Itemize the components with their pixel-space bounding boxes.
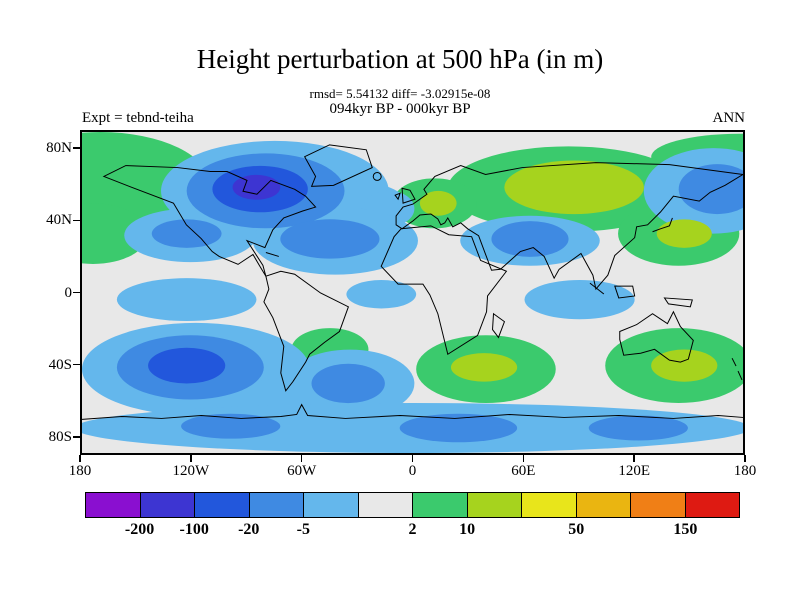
x-tick bbox=[79, 455, 81, 462]
colorbar-label: -20 bbox=[238, 521, 260, 538]
coastline-antarctica bbox=[82, 403, 743, 420]
coastline-sumatra bbox=[589, 282, 605, 295]
colorbar-label: -100 bbox=[179, 521, 209, 538]
coastlines-layer bbox=[82, 144, 743, 420]
anomaly-blob bbox=[678, 164, 743, 215]
coastline-madagascar bbox=[492, 312, 506, 339]
y-axis-label: 80S bbox=[48, 428, 72, 445]
plot-title: Height perturbation at 500 hPa (in m) bbox=[196, 44, 604, 74]
y-axis-label: 80N bbox=[46, 140, 72, 157]
anomaly-blob bbox=[346, 280, 417, 309]
season-label: ANN bbox=[712, 110, 746, 126]
colorbar-label: 10 bbox=[459, 521, 476, 538]
colorbar-segment bbox=[466, 493, 521, 517]
coastline-borneo bbox=[614, 285, 636, 299]
x-axis-label: 60E bbox=[511, 463, 536, 479]
anomaly-blob bbox=[504, 160, 644, 215]
colorbar bbox=[85, 492, 740, 518]
x-tick bbox=[190, 455, 192, 462]
y-tick bbox=[73, 363, 80, 366]
x-axis-label: 60W bbox=[287, 463, 317, 479]
colorbar-label: 2 bbox=[408, 521, 417, 538]
anomaly-blob bbox=[148, 347, 226, 384]
x-tick bbox=[633, 455, 635, 462]
map-frame bbox=[80, 130, 745, 455]
colorbar-segment bbox=[303, 493, 358, 517]
coastline-australia bbox=[619, 310, 694, 363]
x-axis-label: 180 bbox=[733, 463, 757, 479]
anomaly-blob bbox=[280, 219, 380, 259]
anomaly-blob bbox=[82, 203, 149, 264]
experiment-label: Expt = tebnd-teiha bbox=[82, 110, 194, 126]
coastline-new-guinea bbox=[663, 297, 693, 308]
coastline-cuba bbox=[265, 252, 279, 257]
colorbar-segment bbox=[575, 493, 630, 517]
x-axis-label: 120E bbox=[618, 463, 650, 479]
x-tick bbox=[411, 455, 414, 462]
coastline-north-america bbox=[102, 165, 317, 277]
anomaly-blob bbox=[651, 349, 718, 382]
anomaly-blob bbox=[399, 413, 518, 443]
colorbar-segment bbox=[412, 493, 467, 517]
anomaly-blob bbox=[450, 353, 518, 382]
anomaly-blob bbox=[151, 219, 222, 248]
stats-line: rmsd= 5.54132 diff= -3.02915e-08 bbox=[309, 86, 491, 101]
coastline-ireland bbox=[394, 192, 401, 201]
anomaly-blob bbox=[656, 219, 712, 248]
anomaly-blob bbox=[181, 413, 281, 439]
coastline-britain bbox=[401, 187, 416, 204]
anomaly-blob bbox=[232, 174, 281, 200]
coastline-iceland bbox=[372, 172, 382, 181]
y-tick bbox=[73, 147, 80, 149]
anomaly-blob bbox=[524, 279, 635, 320]
colorbar-segment bbox=[357, 493, 412, 517]
period-line: 094kyr BP - 000kyr BP bbox=[329, 101, 471, 117]
colorbar-segment bbox=[248, 493, 303, 517]
y-tick bbox=[73, 436, 80, 438]
y-axis-label: 0 bbox=[64, 284, 73, 301]
coastline-japan bbox=[652, 217, 673, 233]
colorbar-label: 50 bbox=[568, 521, 585, 538]
anomaly-blob bbox=[311, 363, 385, 404]
colorbar-segment bbox=[86, 493, 140, 517]
anomaly-blob bbox=[491, 221, 569, 257]
anomaly-blob bbox=[116, 278, 257, 322]
coastline-eurasia bbox=[395, 162, 743, 291]
y-tick bbox=[73, 219, 80, 222]
colorbar-segment bbox=[139, 493, 194, 517]
world-map bbox=[82, 132, 743, 453]
colorbar-label: -5 bbox=[296, 521, 310, 538]
coastline-new-zealand bbox=[731, 357, 743, 381]
x-axis-label: 0 bbox=[408, 463, 417, 479]
colorbar-segment bbox=[194, 493, 249, 517]
x-axis-label: 120W bbox=[172, 463, 210, 479]
x-tick bbox=[522, 455, 525, 462]
colorbar-label: 150 bbox=[673, 521, 698, 538]
colorbar-segment bbox=[684, 493, 739, 517]
x-tick bbox=[744, 455, 746, 462]
x-axis-label: 180 bbox=[68, 463, 92, 479]
coastline-africa bbox=[380, 225, 508, 356]
coastline-south-america bbox=[263, 270, 350, 392]
y-axis-label: 40N bbox=[46, 212, 72, 229]
y-axis-label: 40S bbox=[48, 356, 72, 373]
anomaly-blob bbox=[419, 190, 457, 216]
x-tick bbox=[300, 455, 303, 462]
coastline-greenland bbox=[303, 144, 373, 187]
colorbar-segment bbox=[630, 493, 685, 517]
colorbar-segment bbox=[521, 493, 576, 517]
y-tick bbox=[73, 291, 80, 294]
anomaly-blob bbox=[588, 415, 688, 441]
colorbar-label: -200 bbox=[124, 521, 155, 538]
anomaly-field-layer bbox=[82, 132, 743, 453]
